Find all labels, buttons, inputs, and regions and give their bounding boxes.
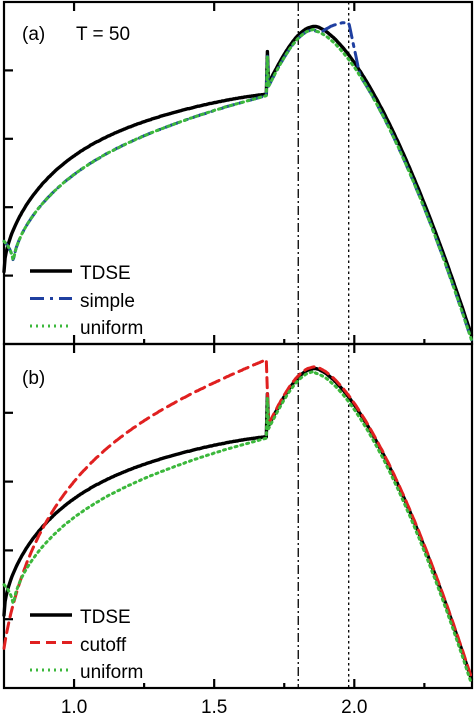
- panel-b: (b): [2, 342, 474, 690]
- x-tick-labels: 1.0 1.5 2.0: [61, 697, 368, 718]
- legend-a: TDSE simple uniform: [80, 263, 143, 339]
- series-line-simple: [2, 20, 473, 342]
- series-line-uniform: [2, 28, 473, 342]
- legend-label-simple: simple: [80, 291, 135, 312]
- legend-label-uniform: uniform: [80, 318, 143, 339]
- x-tick-label: 2.0: [341, 697, 367, 718]
- series-line-cutoff: [2, 358, 473, 679]
- x-tick-label: 1.0: [61, 697, 87, 718]
- legend-label-uniform: uniform: [80, 662, 143, 683]
- legend-label-tdse: TDSE: [80, 263, 131, 284]
- x-tick-label: 1.5: [201, 697, 227, 718]
- panel-b-frame: [2, 342, 474, 690]
- series-line-TDSE: [2, 366, 474, 681]
- legend-b: TDSE cutoff uniform: [80, 607, 143, 683]
- panel-b-label: (b): [22, 368, 45, 389]
- legend-label-cutoff: cutoff: [80, 635, 127, 656]
- panel-a-label: (a): [22, 24, 45, 45]
- series-line-TDSE: [2, 24, 474, 337]
- legend-label-tdse: TDSE: [80, 607, 131, 628]
- panel-a-annotation: T = 50: [76, 24, 130, 45]
- chart-marks: [2, 2, 474, 688]
- series-line-uniform: [2, 370, 473, 686]
